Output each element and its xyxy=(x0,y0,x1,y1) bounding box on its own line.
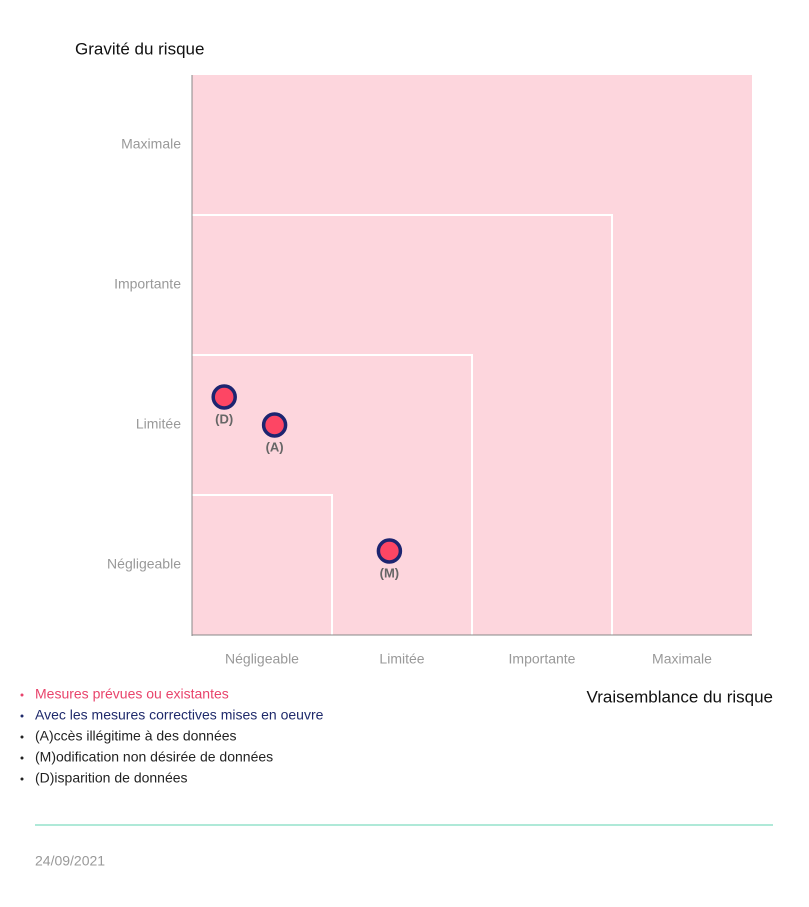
legend-text: Avec les mesures correctives mises en oe… xyxy=(35,707,324,723)
legend-text: (M)odification non désirée de données xyxy=(35,749,273,765)
legend-text: (A)ccès illégitime à des données xyxy=(35,728,237,744)
date: 24/09/2021 xyxy=(35,853,105,869)
y-tick-label: Importante xyxy=(114,276,181,292)
risk-point xyxy=(261,412,288,438)
x-tick-label: Maximale xyxy=(652,651,712,667)
zones xyxy=(192,214,613,635)
legend-bullet xyxy=(20,777,24,781)
legend-bullet xyxy=(20,735,24,739)
x-tick-label: Négligeable xyxy=(225,651,299,667)
y-tick-label: Négligeable xyxy=(107,556,181,572)
point-label: (D) xyxy=(215,411,233,426)
legend-bullet xyxy=(20,693,24,697)
legend-bullet xyxy=(20,714,24,718)
y-axis-title: Gravité du risque xyxy=(75,39,204,58)
point-label: (A) xyxy=(266,439,284,454)
risk-point xyxy=(211,384,237,410)
legend-text: Mesures prévues ou existantes xyxy=(35,686,229,702)
legend-bullet xyxy=(20,756,24,760)
x-tick-label: Importante xyxy=(509,651,576,667)
x-axis-title: Vraisemblance du risque xyxy=(587,687,773,706)
y-tick-label: Limitée xyxy=(136,416,181,432)
y-tick-label: Maximale xyxy=(121,136,181,152)
x-tick-label: Limitée xyxy=(379,651,424,667)
risk-point xyxy=(376,538,403,564)
point-label: (M) xyxy=(380,565,400,580)
legend-text: (D)isparition de données xyxy=(35,770,188,786)
